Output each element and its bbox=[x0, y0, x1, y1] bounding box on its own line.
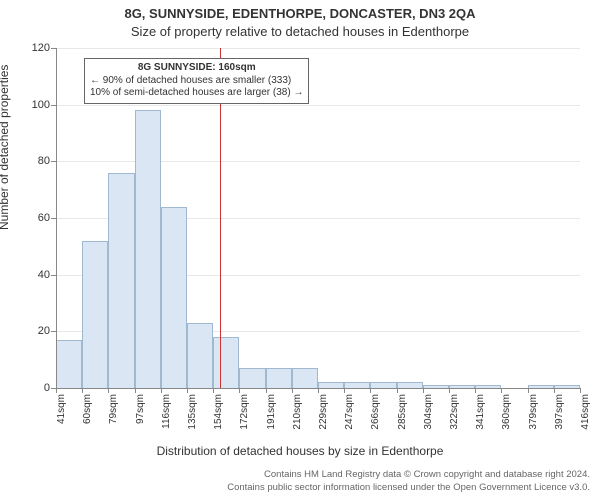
chart-title-line2: Size of property relative to detached ho… bbox=[0, 24, 600, 39]
annotation-box: 8G SUNNYSIDE: 160sqm← 90% of detached ho… bbox=[84, 58, 309, 104]
x-tick-mark bbox=[108, 388, 109, 393]
x-tick-mark bbox=[580, 388, 581, 393]
y-axis-line bbox=[56, 48, 57, 388]
x-tick-mark bbox=[292, 388, 293, 393]
x-tick-mark bbox=[528, 388, 529, 393]
x-tick-label: 379sqm bbox=[528, 394, 539, 430]
histogram-bar bbox=[82, 241, 108, 388]
x-tick-mark bbox=[266, 388, 267, 393]
x-tick-mark bbox=[213, 388, 214, 393]
x-tick-mark bbox=[344, 388, 345, 393]
x-tick-label: 97sqm bbox=[135, 394, 146, 424]
y-tick-label: 20 bbox=[20, 325, 50, 337]
histogram-bar bbox=[56, 340, 82, 388]
histogram-bar bbox=[108, 173, 134, 388]
y-tick-label: 100 bbox=[20, 99, 50, 111]
histogram-bar bbox=[213, 337, 239, 388]
x-tick-mark bbox=[397, 388, 398, 393]
x-tick-label: 60sqm bbox=[82, 394, 93, 424]
credits: Contains HM Land Registry data © Crown c… bbox=[0, 469, 590, 494]
histogram-bar bbox=[161, 207, 187, 388]
x-tick-label: 341sqm bbox=[475, 394, 486, 430]
x-tick-mark bbox=[423, 388, 424, 393]
x-tick-label: 210sqm bbox=[292, 394, 303, 430]
histogram-bar bbox=[239, 368, 265, 388]
histogram-bar bbox=[292, 368, 318, 388]
histogram-bar bbox=[187, 323, 213, 388]
x-tick-label: 191sqm bbox=[266, 394, 277, 430]
x-tick-label: 229sqm bbox=[318, 394, 329, 430]
plot-background: 02040608010012041sqm60sqm79sqm97sqm116sq… bbox=[56, 48, 580, 388]
x-tick-label: 304sqm bbox=[423, 394, 434, 430]
x-tick-mark bbox=[475, 388, 476, 393]
x-tick-mark bbox=[501, 388, 502, 393]
y-tick-label: 40 bbox=[20, 269, 50, 281]
x-tick-label: 172sqm bbox=[239, 394, 250, 430]
x-tick-mark bbox=[370, 388, 371, 393]
credits-line2: Contains public sector information licen… bbox=[0, 482, 590, 494]
chart-title-line1: 8G, SUNNYSIDE, EDENTHORPE, DONCASTER, DN… bbox=[0, 6, 600, 21]
y-tick-label: 80 bbox=[20, 155, 50, 167]
credits-line1: Contains HM Land Registry data © Crown c… bbox=[0, 469, 590, 481]
y-tick-label: 120 bbox=[20, 42, 50, 54]
x-tick-mark bbox=[449, 388, 450, 393]
x-tick-label: 266sqm bbox=[370, 394, 381, 430]
x-tick-label: 154sqm bbox=[213, 394, 224, 430]
annotation-line3: 10% of semi-detached houses are larger (… bbox=[90, 87, 303, 100]
x-tick-label: 322sqm bbox=[449, 394, 460, 430]
x-tick-mark bbox=[239, 388, 240, 393]
x-tick-mark bbox=[161, 388, 162, 393]
annotation-line2: ← 90% of detached houses are smaller (33… bbox=[90, 75, 303, 88]
x-axis-label: Distribution of detached houses by size … bbox=[0, 444, 600, 458]
x-tick-mark bbox=[82, 388, 83, 393]
histogram-bar bbox=[135, 110, 161, 388]
x-tick-label: 397sqm bbox=[554, 394, 565, 430]
x-tick-label: 79sqm bbox=[108, 394, 119, 424]
x-tick-mark bbox=[56, 388, 57, 393]
x-tick-label: 41sqm bbox=[56, 394, 67, 424]
gridline bbox=[56, 48, 580, 49]
annotation-line1: 8G SUNNYSIDE: 160sqm bbox=[90, 62, 303, 75]
y-axis-label: Number of detached properties bbox=[0, 65, 11, 230]
gridline bbox=[56, 105, 580, 106]
x-tick-label: 247sqm bbox=[344, 394, 355, 430]
y-tick-label: 60 bbox=[20, 212, 50, 224]
x-tick-label: 116sqm bbox=[161, 394, 172, 429]
x-tick-label: 135sqm bbox=[187, 394, 198, 430]
x-tick-mark bbox=[318, 388, 319, 393]
x-tick-label: 360sqm bbox=[501, 394, 512, 430]
x-tick-label: 285sqm bbox=[397, 394, 408, 430]
plot-area: 02040608010012041sqm60sqm79sqm97sqm116sq… bbox=[56, 48, 580, 388]
histogram-bar bbox=[266, 368, 292, 388]
chart-container: 8G, SUNNYSIDE, EDENTHORPE, DONCASTER, DN… bbox=[0, 0, 600, 500]
x-tick-mark bbox=[187, 388, 188, 393]
x-tick-mark bbox=[135, 388, 136, 393]
x-tick-mark bbox=[554, 388, 555, 393]
x-tick-label: 416sqm bbox=[580, 394, 591, 430]
y-tick-label: 0 bbox=[20, 382, 50, 394]
